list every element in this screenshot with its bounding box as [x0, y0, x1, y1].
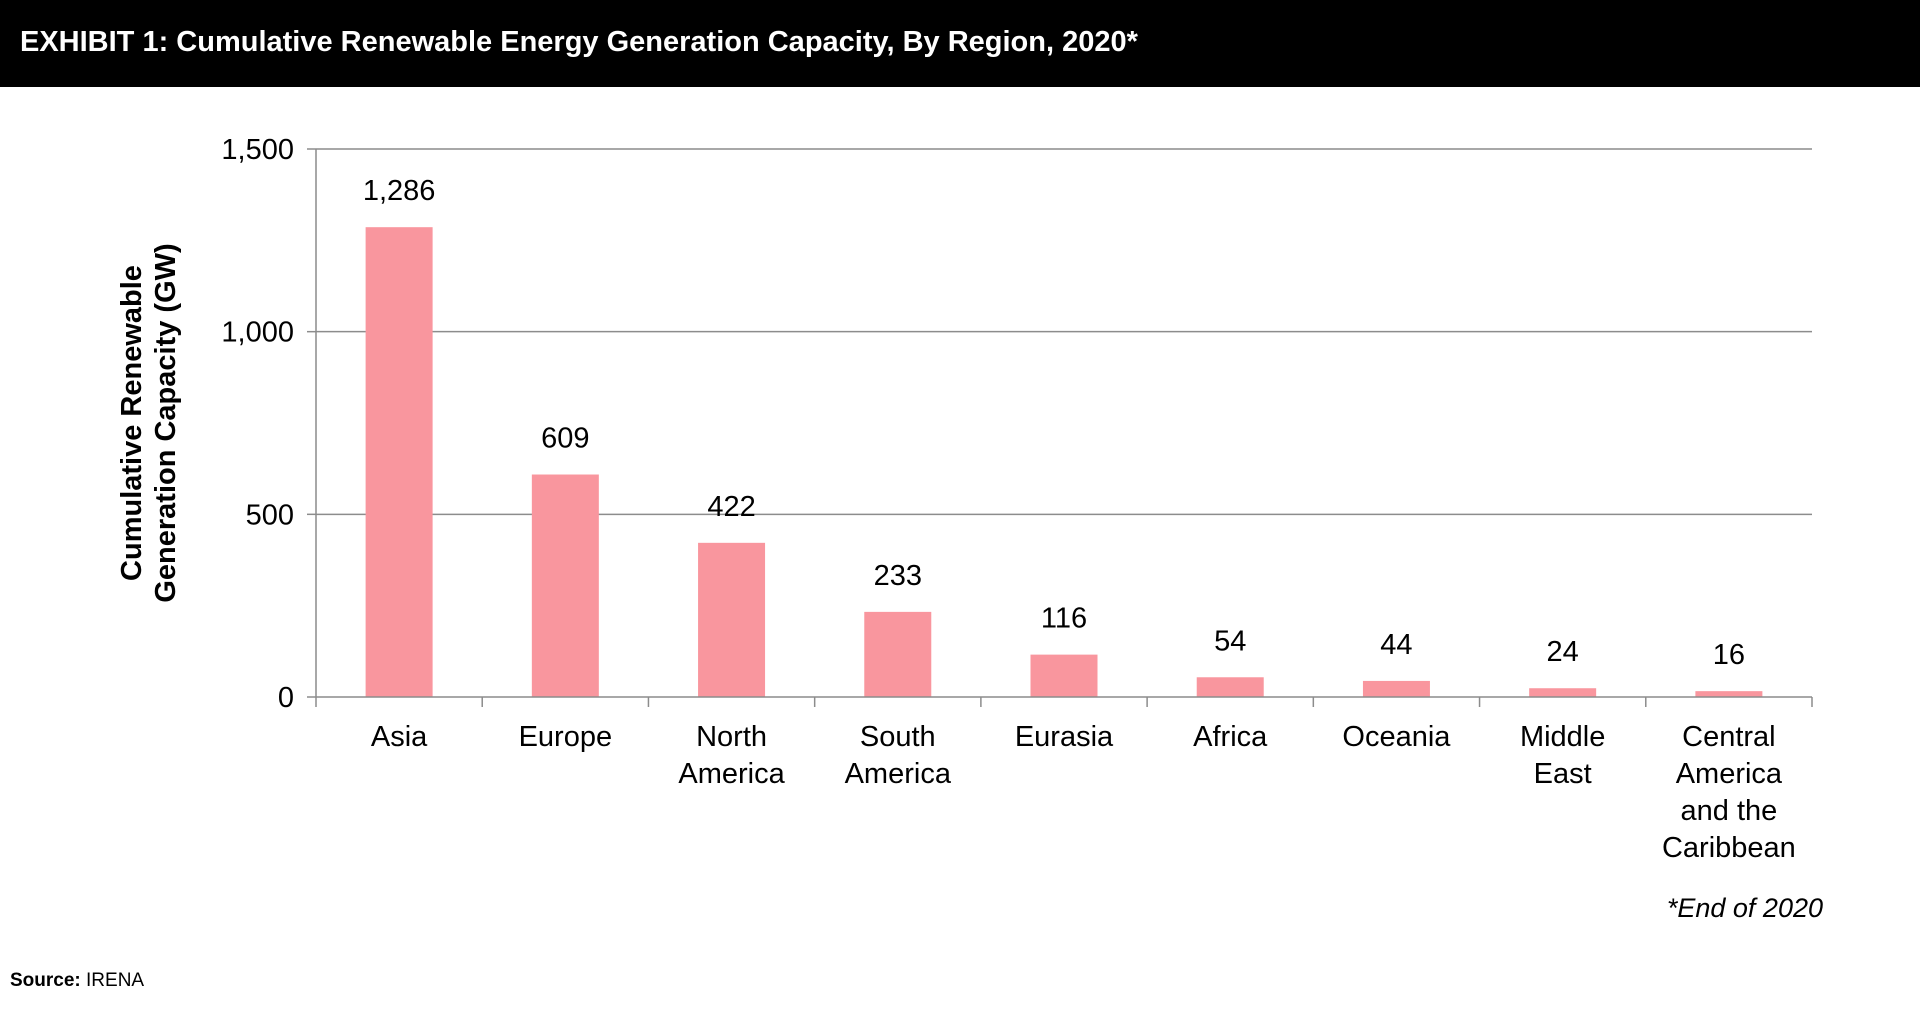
- x-tick-label: Oceania: [1342, 721, 1451, 753]
- data-label: 1,286: [363, 175, 436, 207]
- y-tick-label: 1,500: [221, 134, 294, 166]
- chart-title: EXHIBIT 1: Cumulative Renewable Energy G…: [20, 26, 1138, 58]
- data-label: 233: [874, 560, 922, 592]
- data-label: 422: [707, 491, 755, 523]
- bar: [698, 542, 766, 697]
- bar: [864, 611, 932, 697]
- data-label: 16: [1713, 639, 1745, 671]
- data-label: 54: [1214, 625, 1246, 657]
- y-axis-title: Generation Capacity (GW): [150, 243, 182, 602]
- x-tick-label: America: [678, 758, 785, 790]
- data-label: 44: [1380, 629, 1412, 661]
- x-tick-label: Middle: [1520, 721, 1605, 753]
- bar: [1529, 688, 1597, 697]
- x-tick-label: North: [696, 721, 767, 753]
- source-value: IRENA: [86, 970, 145, 991]
- gridlines: [316, 148, 1812, 516]
- bar: [1196, 677, 1264, 697]
- y-tick-label: 1,000: [221, 317, 294, 349]
- bar: [365, 227, 433, 697]
- x-tick-label: Asia: [371, 721, 428, 753]
- x-tick-label: Europe: [519, 721, 613, 753]
- bar: [1695, 691, 1763, 697]
- header-bar: EXHIBIT 1: Cumulative Renewable Energy G…: [0, 0, 1920, 87]
- x-tick-label: and the: [1681, 795, 1778, 827]
- y-tick-label: 500: [246, 499, 294, 531]
- footnote: *End of 2020: [1666, 893, 1823, 923]
- x-tick-label: South: [860, 721, 936, 753]
- labels: 0 500 1,000 1,500 1,286 Asia 609 Europe 422 North…: [116, 134, 1796, 864]
- data-label: 116: [1041, 603, 1087, 635]
- x-tick-label: East: [1534, 758, 1592, 790]
- bar: [1030, 654, 1098, 697]
- x-tick-label: Central: [1682, 721, 1776, 753]
- source-label: Source:: [10, 970, 81, 991]
- x-tick-label: Eurasia: [1015, 721, 1114, 753]
- data-label: 24: [1547, 636, 1579, 668]
- x-tick-label: America: [1676, 758, 1783, 790]
- source-note: Source: IRENA: [10, 970, 144, 992]
- x-tick-label: America: [845, 758, 952, 790]
- bar: [1362, 680, 1430, 697]
- x-tick-label: Caribbean: [1662, 832, 1796, 864]
- axes: [307, 148, 1813, 707]
- y-tick-label: 0: [278, 682, 294, 714]
- y-axis-title: Cumulative Renewable: [116, 265, 148, 581]
- bar-chart: 0 500 1,000 1,500 1,286 Asia 609 Europe 422 North…: [116, 134, 1813, 864]
- bars: [365, 227, 1763, 697]
- data-label: 609: [541, 423, 589, 455]
- bar: [531, 474, 599, 697]
- x-tick-label: Africa: [1193, 721, 1268, 753]
